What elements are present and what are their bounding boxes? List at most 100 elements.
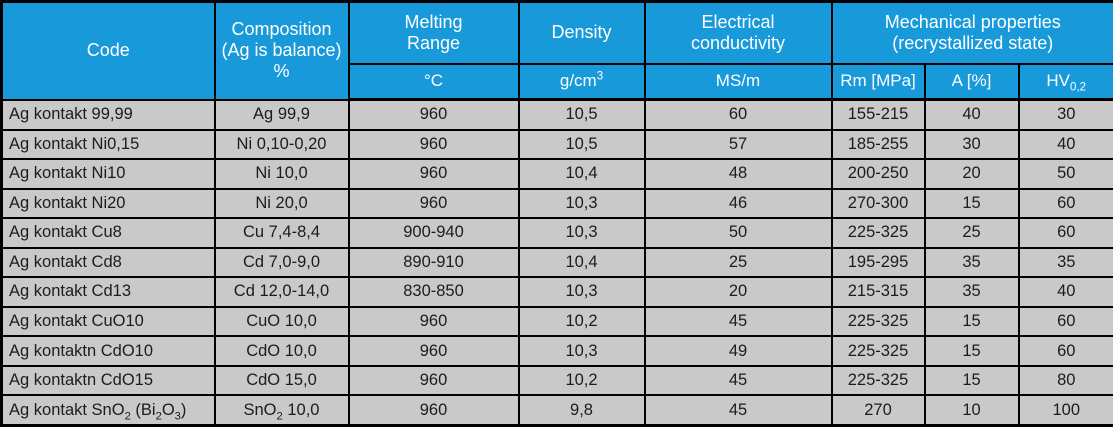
table-cell: 35	[923, 246, 1020, 279]
cell-code: Ag kontakt CuO10	[0, 305, 216, 338]
table-cell: 50	[1017, 158, 1113, 190]
col-header-conductivity: Electrical conductivity	[643, 0, 833, 65]
table-cell: 960	[347, 364, 520, 397]
table-cell: Cu 7,4-8,4	[213, 217, 350, 249]
table-cell: 10,2	[517, 305, 646, 338]
table-row: Ag kontakt CuO10 CuO 10,0 960 10,2 45 225-325…	[0, 305, 1113, 338]
table-cell: 225-325	[830, 217, 926, 249]
cell-code: Ag kontakt SnO2 (Bi2O3)	[0, 394, 216, 427]
table-cell: 960	[347, 158, 520, 190]
cell-code: Ag kontakt 99,99	[0, 98, 216, 131]
table-cell: 900-940	[347, 217, 520, 249]
table-cell: 15	[923, 187, 1020, 220]
table-cell: 960	[347, 98, 520, 131]
table-body: Ag kontakt 99,99 Ag 99,9 960 10,5 60 155-215 4…	[0, 98, 1113, 427]
table-cell: 60	[1017, 305, 1113, 338]
table-cell: 9,8	[517, 394, 646, 427]
cell-code: Ag kontakt Ni10	[0, 158, 216, 190]
table-cell: CdO 10,0	[213, 335, 350, 367]
table-cell: 960	[347, 128, 520, 161]
table-cell: 960	[347, 394, 520, 427]
col-header-melting-range: Melting Range	[347, 0, 520, 65]
table-cell: 225-325	[830, 335, 926, 367]
table-cell: 185-255	[830, 128, 926, 161]
table-cell: Ni 20,0	[213, 187, 350, 220]
table-cell: 10,4	[517, 158, 646, 190]
table-cell: 225-325	[830, 305, 926, 338]
table-cell: 270	[830, 394, 926, 427]
header-row-main: Code Composition (Ag is balance)% Melting…	[0, 0, 1113, 101]
table-cell: 25	[923, 217, 1020, 249]
table-cell: 40	[1017, 276, 1113, 308]
table-cell: 200-250	[830, 158, 926, 190]
cell-code: Ag kontakt Ni0,15	[0, 128, 216, 161]
table-cell: 40	[1017, 128, 1113, 161]
col-header-density: Density	[517, 0, 646, 65]
table-cell: 10,3	[517, 187, 646, 220]
table-cell: 215-315	[830, 276, 926, 308]
table-cell: 25	[643, 246, 833, 279]
table-cell: 45	[643, 364, 833, 397]
table-cell: Ni 10,0	[213, 158, 350, 190]
table-cell: Cd 7,0-9,0	[213, 246, 350, 279]
table-cell: 80	[1017, 364, 1113, 397]
table-cell: 15	[923, 305, 1020, 338]
table-cell: Ag 99,9	[213, 98, 350, 131]
table-cell: 195-295	[830, 246, 926, 279]
table-cell: 960	[347, 335, 520, 367]
table-cell: 10,3	[517, 217, 646, 249]
cell-code: Ag kontakt Cd13	[0, 276, 216, 308]
table-cell: 35	[1017, 246, 1113, 279]
table-row: Ag kontaktn CdO10 CdO 10,0 960 10,3 49 225-32…	[0, 335, 1113, 367]
table-cell: 30	[1017, 98, 1113, 131]
col-header-mechanical: Mechanical properties (recrystallized sta…	[830, 0, 1113, 65]
table-cell: SnO2 10,0	[213, 394, 350, 427]
table-cell: 30	[923, 128, 1020, 161]
table-cell: 10	[923, 394, 1020, 427]
table-row: Ag kontakt 99,99 Ag 99,9 960 10,5 60 155-215 4…	[0, 98, 1113, 131]
unit-density-gcm3: g/cm3	[517, 62, 646, 101]
table-header: Code Composition (Ag is balance)% Melting…	[0, 0, 1113, 101]
table-cell: 15	[923, 364, 1020, 397]
table-cell: 225-325	[830, 364, 926, 397]
table-row: Ag kontakt Cd8 Cd 7,0-9,0 890-910 10,4 25 195…	[0, 246, 1113, 279]
col-header-composition: Composition (Ag is balance)%	[213, 0, 350, 101]
table-cell: Cd 12,0-14,0	[213, 276, 350, 308]
table-cell: 10,4	[517, 246, 646, 279]
cell-code: Ag kontakt Ni20	[0, 187, 216, 220]
table-cell: 960	[347, 305, 520, 338]
table-cell: Ni 0,10-0,20	[213, 128, 350, 161]
table-row: Ag kontakt Cu8 Cu 7,4-8,4 900-940 10,3 50 225…	[0, 217, 1113, 249]
table-cell: 10,3	[517, 335, 646, 367]
table-cell: 60	[1017, 335, 1113, 367]
table-cell: 10,5	[517, 128, 646, 161]
col-header-code: Code	[0, 0, 216, 101]
unit-melting-celsius: °C	[347, 62, 520, 101]
table-cell: 46	[643, 187, 833, 220]
table-cell: 60	[1017, 217, 1113, 249]
table-cell: 49	[643, 335, 833, 367]
table-row: Ag kontakt Ni0,15 Ni 0,10-0,20 960 10,5 57 18…	[0, 128, 1113, 161]
table-cell: 10,5	[517, 98, 646, 131]
table-row: Ag kontakt Ni20 Ni 20,0 960 10,3 46 270-300 15…	[0, 187, 1113, 220]
table-cell: 57	[643, 128, 833, 161]
table-cell: 830-850	[347, 276, 520, 308]
header-row-units: °C g/cm3 MS/m Rm [MPa] A [%] HV0,2	[2, 62, 1113, 101]
table-cell: 890-910	[347, 246, 520, 279]
table-cell: 50	[643, 217, 833, 249]
table-cell: 40	[923, 98, 1020, 131]
table-row: Ag kontakt Ni10 Ni 10,0 960 10,4 48 200-250 20…	[0, 158, 1113, 190]
table-cell: 155-215	[830, 98, 926, 131]
unit-conductivity-msm: MS/m	[643, 62, 833, 101]
table-row: Ag kontakt SnO2 (Bi2O3) SnO2 10,0 960 9,8 45…	[0, 394, 1113, 427]
table-cell: 10,2	[517, 364, 646, 397]
cell-code: Ag kontaktn CdO10	[0, 335, 216, 367]
table-cell: 45	[643, 394, 833, 427]
cell-code: Ag kontakt Cd8	[0, 246, 216, 279]
table-cell: 60	[1017, 187, 1113, 220]
table-cell: 15	[923, 335, 1020, 367]
table-cell: 20	[643, 276, 833, 308]
table-cell: 48	[643, 158, 833, 190]
table-cell: 100	[1017, 394, 1113, 427]
table-cell: CdO 15,0	[213, 364, 350, 397]
